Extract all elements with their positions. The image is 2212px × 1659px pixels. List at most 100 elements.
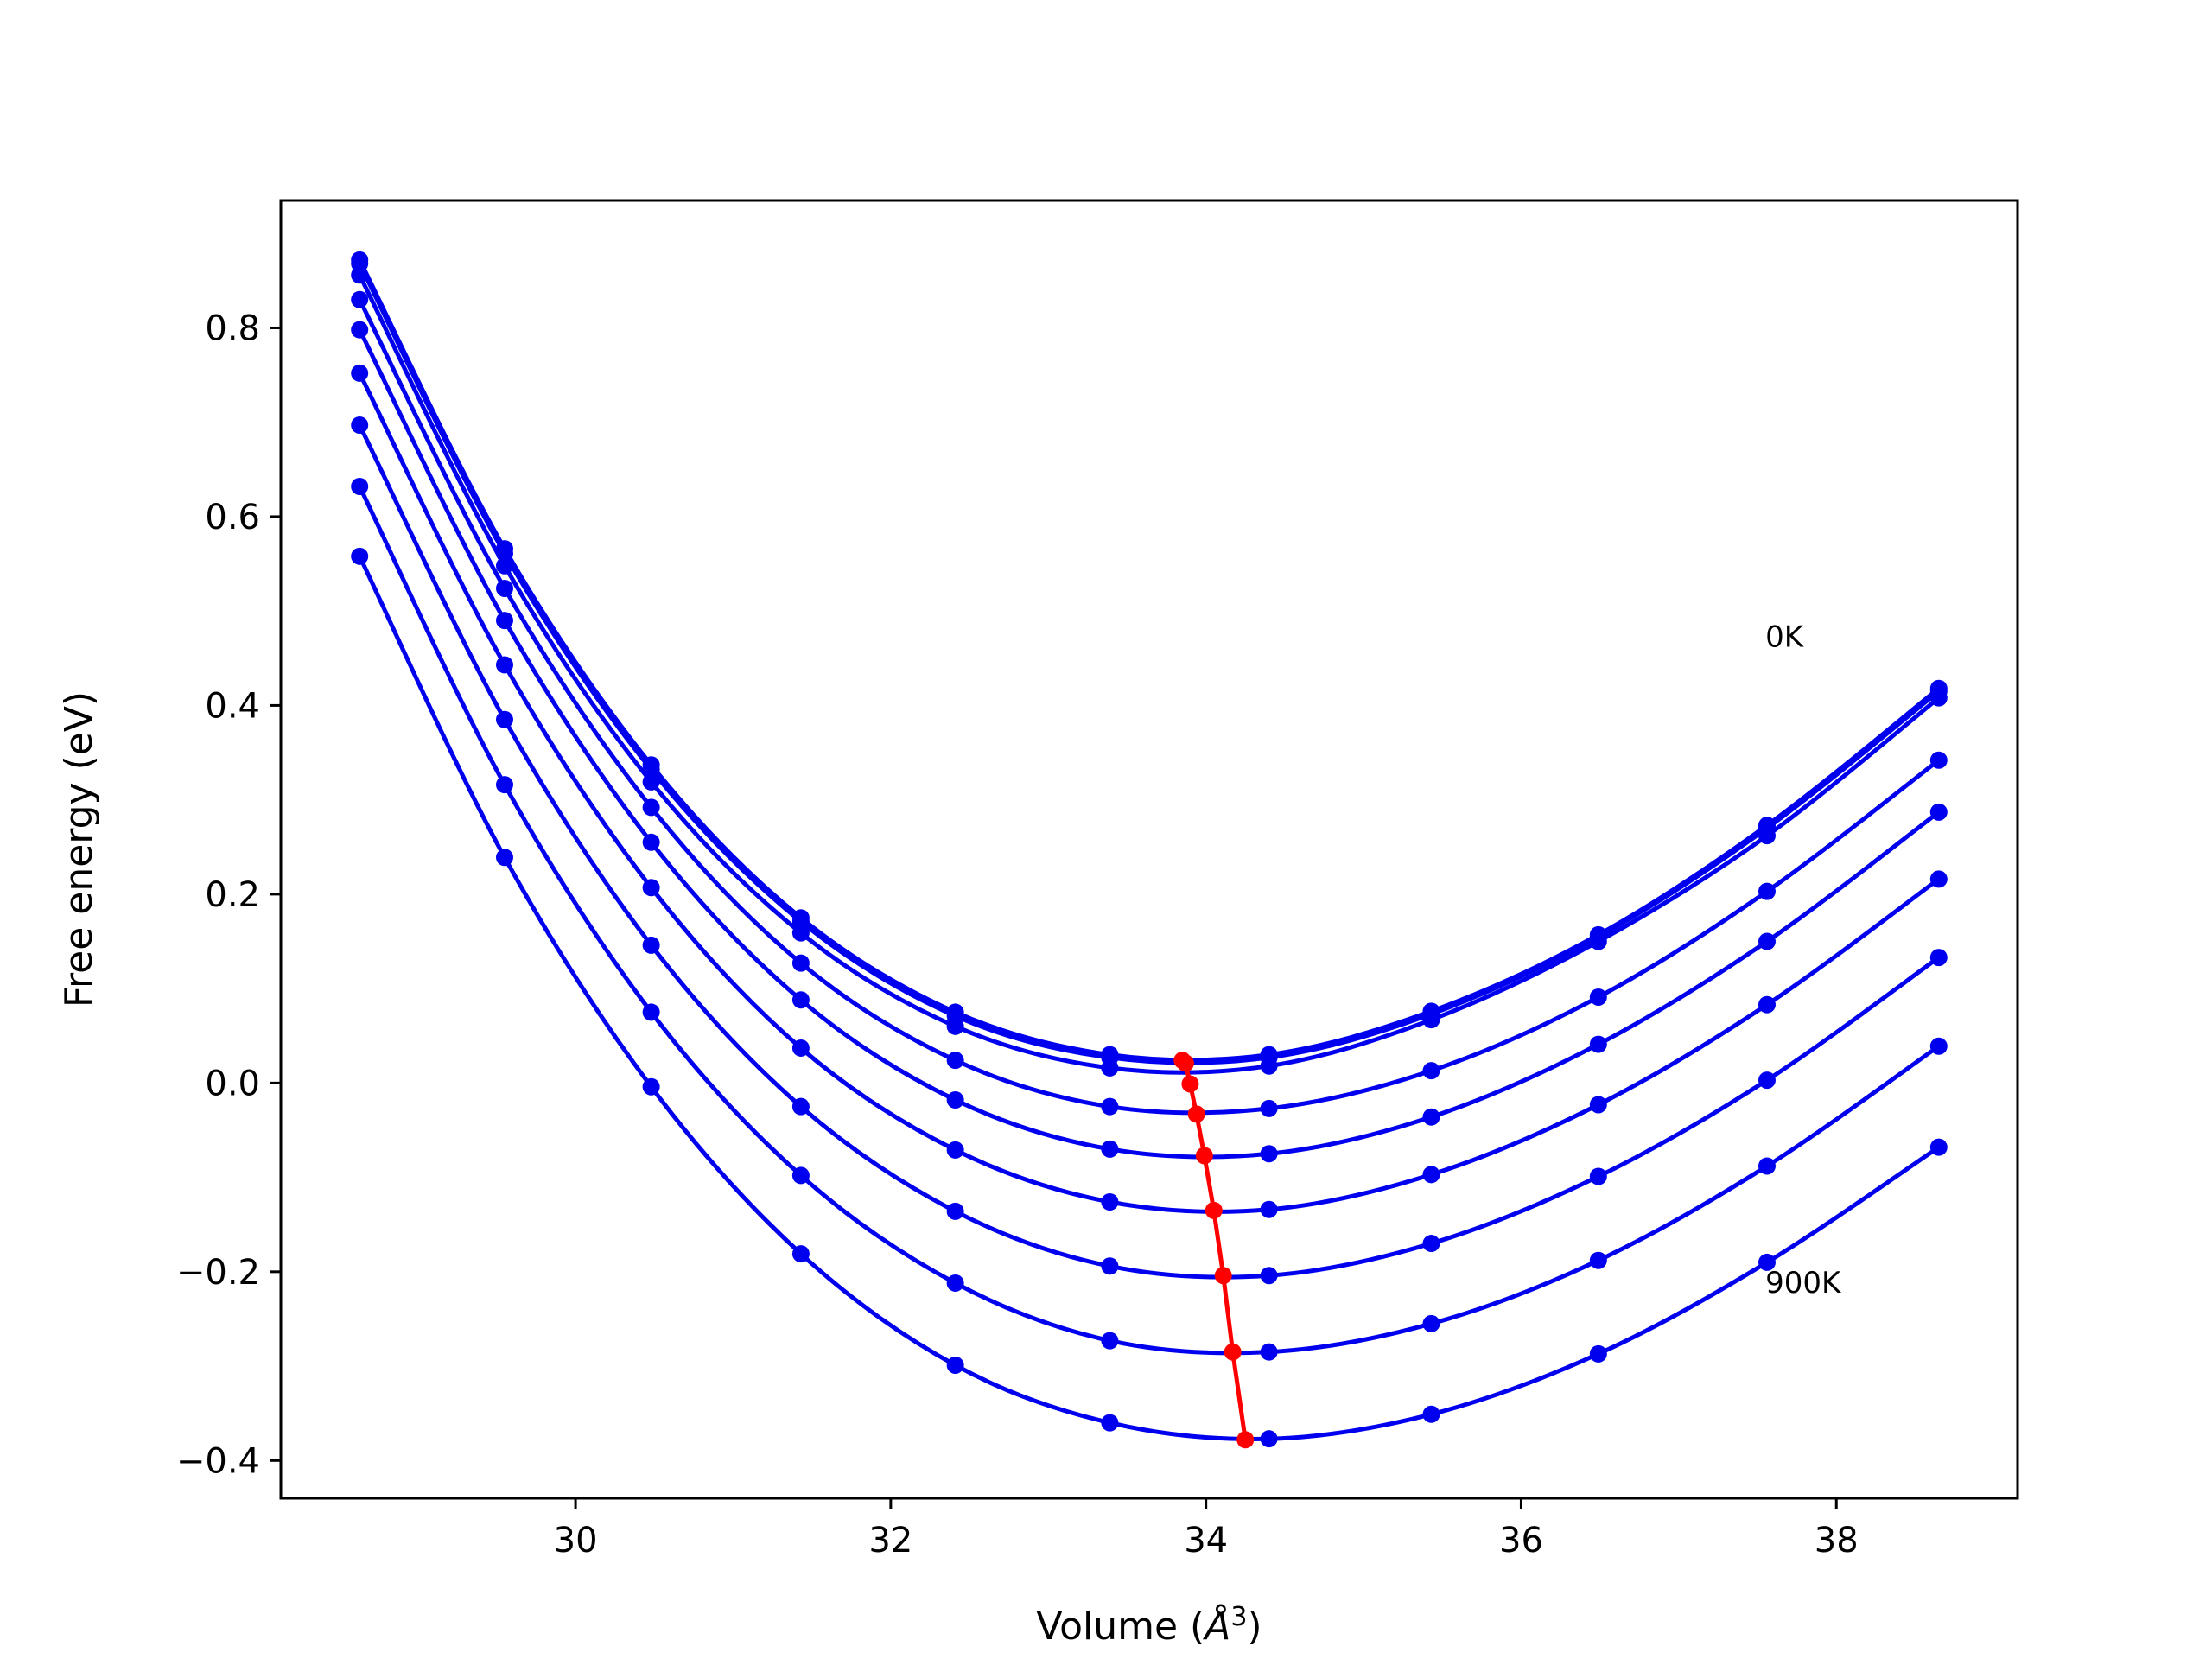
series-7-point-10	[1929, 1037, 1948, 1055]
series-8-line	[357, 554, 1942, 1441]
series-2-line	[357, 272, 1942, 1075]
series-5-point-8	[1589, 1096, 1607, 1114]
series-7-point-4	[946, 1274, 964, 1292]
series-8-point-9	[1758, 1253, 1776, 1271]
series-5-point-5	[1101, 1193, 1119, 1211]
series-4-point-10	[1929, 803, 1948, 821]
series-4-point-1	[496, 612, 513, 630]
series-2	[351, 266, 1948, 1077]
series-8-point-6	[1260, 1430, 1278, 1448]
series-6-point-3	[791, 1097, 810, 1116]
series-8-point-2	[642, 1077, 660, 1096]
series-2-point-2	[642, 772, 660, 791]
series-4-line	[357, 327, 1942, 1160]
series-6-point-7	[1422, 1235, 1440, 1253]
series-7-point-1	[496, 776, 513, 794]
x-axis: 30 32 34 36 38	[554, 1498, 1859, 1560]
series-7-point-5	[1101, 1332, 1119, 1350]
series-6-point-6	[1260, 1267, 1278, 1285]
series-6-point-1	[496, 710, 513, 728]
series-8-point-10	[1929, 1138, 1948, 1156]
series-2-point-0	[351, 266, 369, 284]
y-tick-label-5: 0.6	[205, 498, 260, 537]
minimum-point-6	[1214, 1267, 1232, 1285]
series-7	[351, 477, 1948, 1361]
series-4-point-8	[1589, 1035, 1607, 1053]
series-1-line	[357, 261, 1942, 1065]
series-6	[351, 416, 1948, 1285]
series-3-point-5	[1101, 1097, 1119, 1116]
series-5-point-2	[642, 879, 660, 897]
minimum-point-5	[1205, 1201, 1223, 1219]
series-8-point-0	[351, 547, 369, 565]
series-7-line	[357, 484, 1942, 1356]
x-axis-label: Volume (Å3)	[1036, 1602, 1262, 1649]
series-7-point-6	[1260, 1343, 1278, 1361]
x-tick-label-1: 32	[868, 1521, 912, 1560]
series-3-line	[357, 297, 1942, 1116]
minimum-point-1	[1176, 1054, 1194, 1072]
series-5-point-4	[946, 1141, 964, 1159]
y-axis: −0.4 −0.2 0.0 0.2 0.4 0.6 0.8	[176, 308, 281, 1481]
series-7-point-8	[1589, 1251, 1607, 1269]
minimum-point-4	[1195, 1147, 1213, 1165]
series-2-point-8	[1589, 932, 1607, 950]
series-6-point-2	[642, 936, 660, 954]
x-tick-label-0: 30	[554, 1521, 598, 1560]
series-2-point-5	[1101, 1058, 1119, 1077]
series-4-point-2	[642, 833, 660, 851]
series-7-point-0	[351, 477, 369, 495]
y-tick-label-4: 0.4	[205, 686, 260, 726]
series-7-point-9	[1758, 1157, 1776, 1175]
series-3	[351, 290, 1948, 1117]
y-tick-label-6: 0.8	[205, 308, 260, 348]
series-4	[351, 321, 1948, 1163]
series-6-point-4	[946, 1202, 964, 1220]
series-8-point-1	[496, 849, 513, 867]
series-5-point-0	[351, 364, 369, 382]
series-2-point-10	[1929, 689, 1948, 707]
series-7-point-7	[1422, 1314, 1440, 1332]
series-4-point-9	[1758, 932, 1776, 950]
y-tick-label-3: 0.2	[205, 875, 260, 915]
series-5-line	[357, 371, 1942, 1214]
series-4-point-7	[1422, 1108, 1440, 1126]
series-6-point-5	[1101, 1257, 1119, 1275]
series-3-point-0	[351, 290, 369, 308]
series-5-point-7	[1422, 1166, 1440, 1184]
series-5	[351, 364, 1948, 1218]
series-layer	[351, 251, 1948, 1448]
series-8-point-4	[946, 1356, 964, 1374]
series-3-point-10	[1929, 751, 1948, 769]
series-2-point-6	[1260, 1057, 1278, 1075]
series-6-point-9	[1758, 1071, 1776, 1090]
series-4-point-0	[351, 321, 369, 339]
annotation-900k: 900K	[1765, 1266, 1842, 1300]
y-axis-label: Free energy (eV)	[57, 691, 101, 1007]
series-4-point-4	[946, 1091, 964, 1109]
series-2-point-7	[1422, 1011, 1440, 1029]
series-5-point-9	[1758, 995, 1776, 1014]
minimum-point-3	[1187, 1105, 1205, 1123]
minimum-point-8	[1236, 1431, 1255, 1449]
series-3-point-2	[642, 798, 660, 817]
series-8-point-8	[1589, 1344, 1607, 1363]
minimum-point-7	[1224, 1343, 1242, 1361]
series-2-point-1	[496, 556, 513, 575]
plot-frame	[279, 199, 2019, 1500]
series-7-point-2	[642, 1003, 660, 1021]
y-tick-label-2: 0.0	[205, 1064, 260, 1103]
y-tick-label-0: −0.4	[176, 1441, 260, 1481]
series-3-point-3	[791, 954, 810, 972]
series-2-point-9	[1758, 827, 1776, 845]
series-8-point-3	[791, 1245, 810, 1263]
x-tick-label-4: 38	[1815, 1521, 1859, 1560]
minimum-point-2	[1181, 1075, 1199, 1093]
series-3-point-1	[496, 579, 513, 597]
series-6-point-10	[1929, 949, 1948, 967]
series-5-point-6	[1260, 1200, 1278, 1218]
series-6-point-0	[351, 416, 369, 434]
series-7-point-3	[791, 1166, 810, 1185]
series-3-point-8	[1589, 988, 1607, 1006]
